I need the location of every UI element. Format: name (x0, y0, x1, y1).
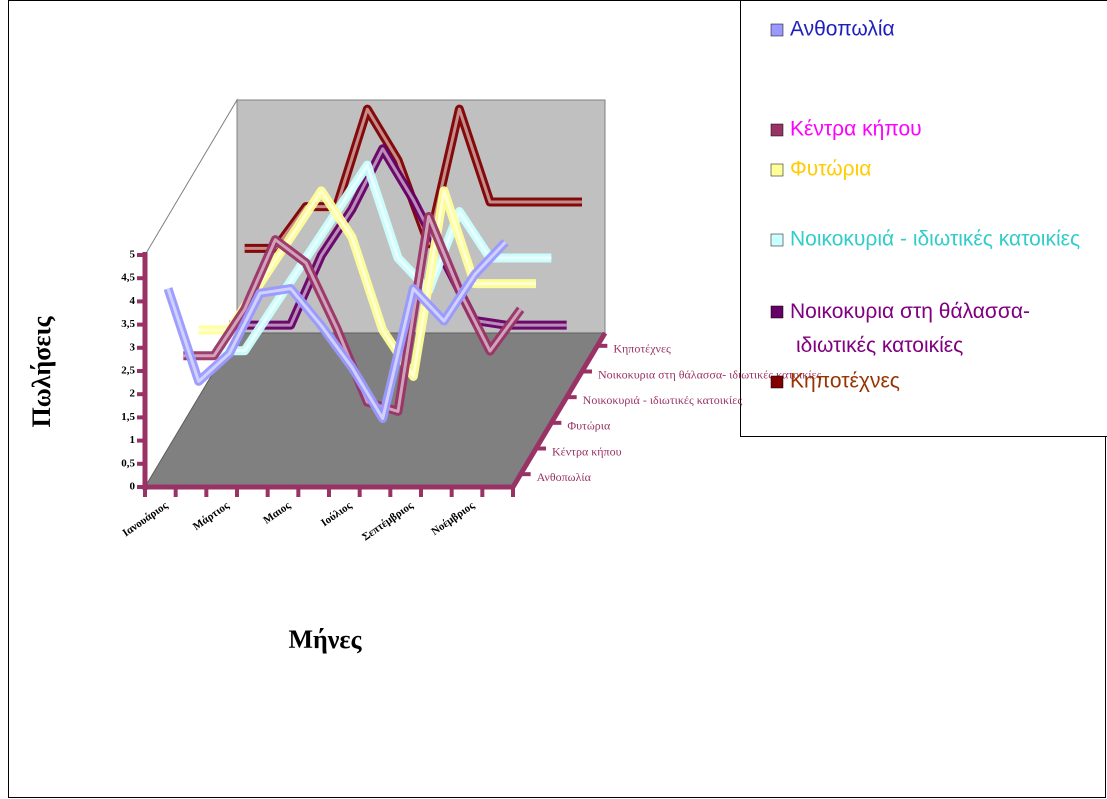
legend-label: Ανθοπωλία (790, 18, 895, 41)
y-axis-title: Πωλήσεις (27, 315, 56, 427)
y-tick-label: 3 (130, 341, 136, 353)
depth-label: Νοικοκυριά - ιδιωτικές κατοικίες (583, 393, 743, 407)
legend-swatch (770, 23, 784, 37)
depth-axis (510, 331, 608, 489)
y-tick-label: 0 (130, 481, 136, 493)
legend-swatch (770, 163, 784, 177)
depth-label: Κηποτέχνες (613, 342, 671, 356)
y-tick-label: 2,5 (121, 365, 135, 377)
series-line (166, 241, 507, 420)
legend-label: Φυτώρια (790, 158, 871, 181)
y-tick-label: 0,5 (121, 457, 135, 469)
y-tick-label: 3,5 (121, 318, 135, 330)
legend-label: Κηποτέχνες (790, 370, 900, 393)
depth-label: Κέντρα κήπου (552, 444, 622, 458)
legend-swatch (770, 233, 784, 247)
legend-label: Νοικοκυριά - ιδιωτικές κατοικίες (790, 228, 1080, 251)
plot (163, 104, 582, 423)
y-tick-label: 5 (130, 249, 136, 261)
legend-label: Νοικοκυρια στη θάλασσα-ιδιωτικές κατοικί… (790, 300, 1030, 357)
legend-box (740, 0, 1107, 437)
y-tick-label: 1,5 (121, 411, 135, 423)
legend-swatch (770, 375, 784, 389)
y-tick-label: 2 (130, 388, 136, 400)
legend-swatch (770, 123, 784, 137)
y-tick-label: 4,5 (121, 272, 135, 284)
depth-label: Φυτώρια (567, 419, 611, 433)
depth-label: Ανθοπωλία (537, 470, 592, 484)
y-tick-label: 4 (130, 295, 136, 307)
y-tick-label: 1 (130, 434, 136, 446)
x-axis-title: Μήνες (289, 625, 363, 654)
legend-swatch (770, 305, 784, 319)
legend-label: Κέντρα κήπου (790, 118, 922, 141)
depth-label: Νοικοκυρια στη θάλασσα- ιδιωτικές κατοικ… (598, 367, 822, 381)
